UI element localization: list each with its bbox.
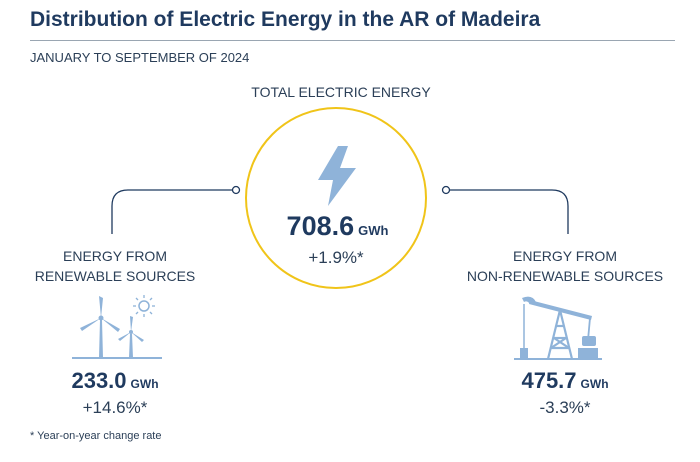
non-renewable-value: 475.7 GWh [490, 368, 640, 394]
total-energy-circle [245, 107, 427, 289]
non-renewable-label: ENERGY FROM NON-RENEWABLE SOURCES [450, 246, 680, 286]
oil-pump-jack-icon [514, 296, 602, 360]
renewable-label-line2: RENEWABLE SOURCES [34, 268, 196, 284]
renewable-label-line1: ENERGY FROM [63, 248, 167, 264]
non-renewable-label-line2: NON-RENEWABLE SOURCES [466, 268, 664, 284]
non-renewable-label-line1: ENERGY FROM [513, 248, 617, 264]
non-renewable-change-rate: -3.3%* [539, 398, 591, 417]
total-energy-label: TOTAL ELECTRIC ENERGY [251, 84, 431, 100]
footnote: * Year-on-year change rate [30, 430, 162, 442]
total-change-rate: +1.9%* [308, 248, 364, 267]
title-divider [30, 40, 675, 41]
total-value-number: 708.6 [286, 211, 355, 241]
period-subtitle: JANUARY TO SEPTEMBER OF 2024 [30, 50, 250, 65]
wind-turbines-sun-icon [72, 295, 162, 359]
renewable-value-number: 233.0 [71, 368, 127, 393]
page-title: Distribution of Electric Energy in the A… [30, 8, 541, 31]
total-value-unit: GWh [358, 223, 389, 238]
renewable-value: 233.0 GWh [40, 368, 190, 394]
lightning-bolt-icon [318, 146, 356, 206]
non-renewable-value-unit: GWh [580, 377, 609, 391]
renewable-label: ENERGY FROM RENEWABLE SOURCES [20, 246, 210, 286]
renewable-value-unit: GWh [130, 377, 159, 391]
renewable-change-rate: +14.6%* [82, 398, 148, 417]
non-renewable-value-number: 475.7 [521, 368, 577, 393]
total-energy-value: 708.6 GWh [240, 211, 435, 242]
